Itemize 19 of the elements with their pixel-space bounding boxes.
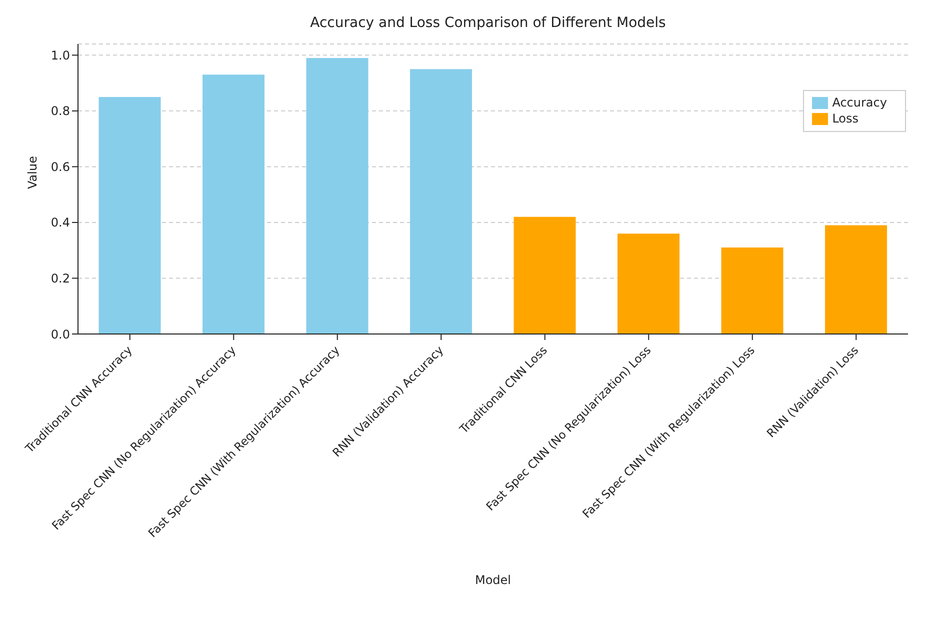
chart-title: Accuracy and Loss Comparison of Different Models [309, 14, 667, 33]
y-tick-label: 0.0 [50, 327, 70, 342]
x-axis-title: Model [474, 573, 512, 587]
y-tick-label: 0.6 [50, 160, 70, 174]
bar [410, 69, 472, 334]
bar [825, 225, 887, 334]
legend-label: Loss [832, 111, 859, 126]
bar [98, 96, 161, 334]
bar [721, 248, 784, 334]
bar [202, 74, 264, 334]
y-tick-label: 0.4 [50, 216, 70, 230]
bar [514, 216, 576, 334]
legend-label: Accuracy [832, 95, 887, 110]
y-axis-title: Value [25, 156, 40, 189]
bar [618, 234, 680, 334]
y-tick-label: 1.0 [50, 48, 70, 62]
y-tick-label: 0.2 [50, 271, 70, 286]
y-tick-label: 0.8 [50, 104, 70, 118]
bar [306, 58, 368, 334]
